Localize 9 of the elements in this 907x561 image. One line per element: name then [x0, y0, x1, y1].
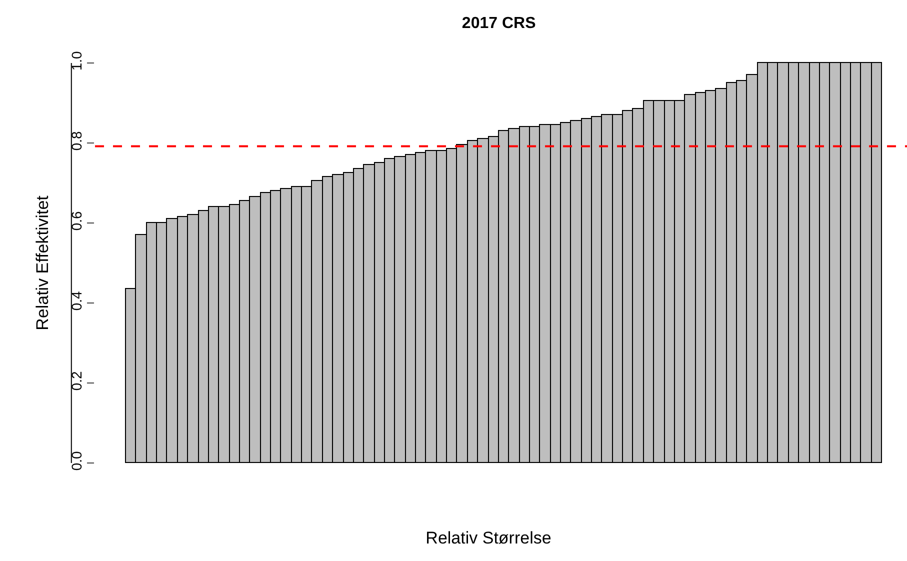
y-tick-label: 0.0: [68, 450, 84, 471]
y-tick-label: 0.6: [68, 210, 84, 231]
x-axis-title: Relativ Størrelse: [426, 528, 552, 548]
y-tick-label: 0.8: [68, 130, 84, 151]
y-tick-label: 0.2: [68, 370, 84, 391]
y-tick-label: 0.4: [68, 290, 84, 311]
chart-title: 2017 CRS: [462, 15, 536, 32]
y-tick-label: 1.0: [68, 50, 84, 71]
y-axis-title: Relativ Effektivitet: [32, 195, 52, 330]
